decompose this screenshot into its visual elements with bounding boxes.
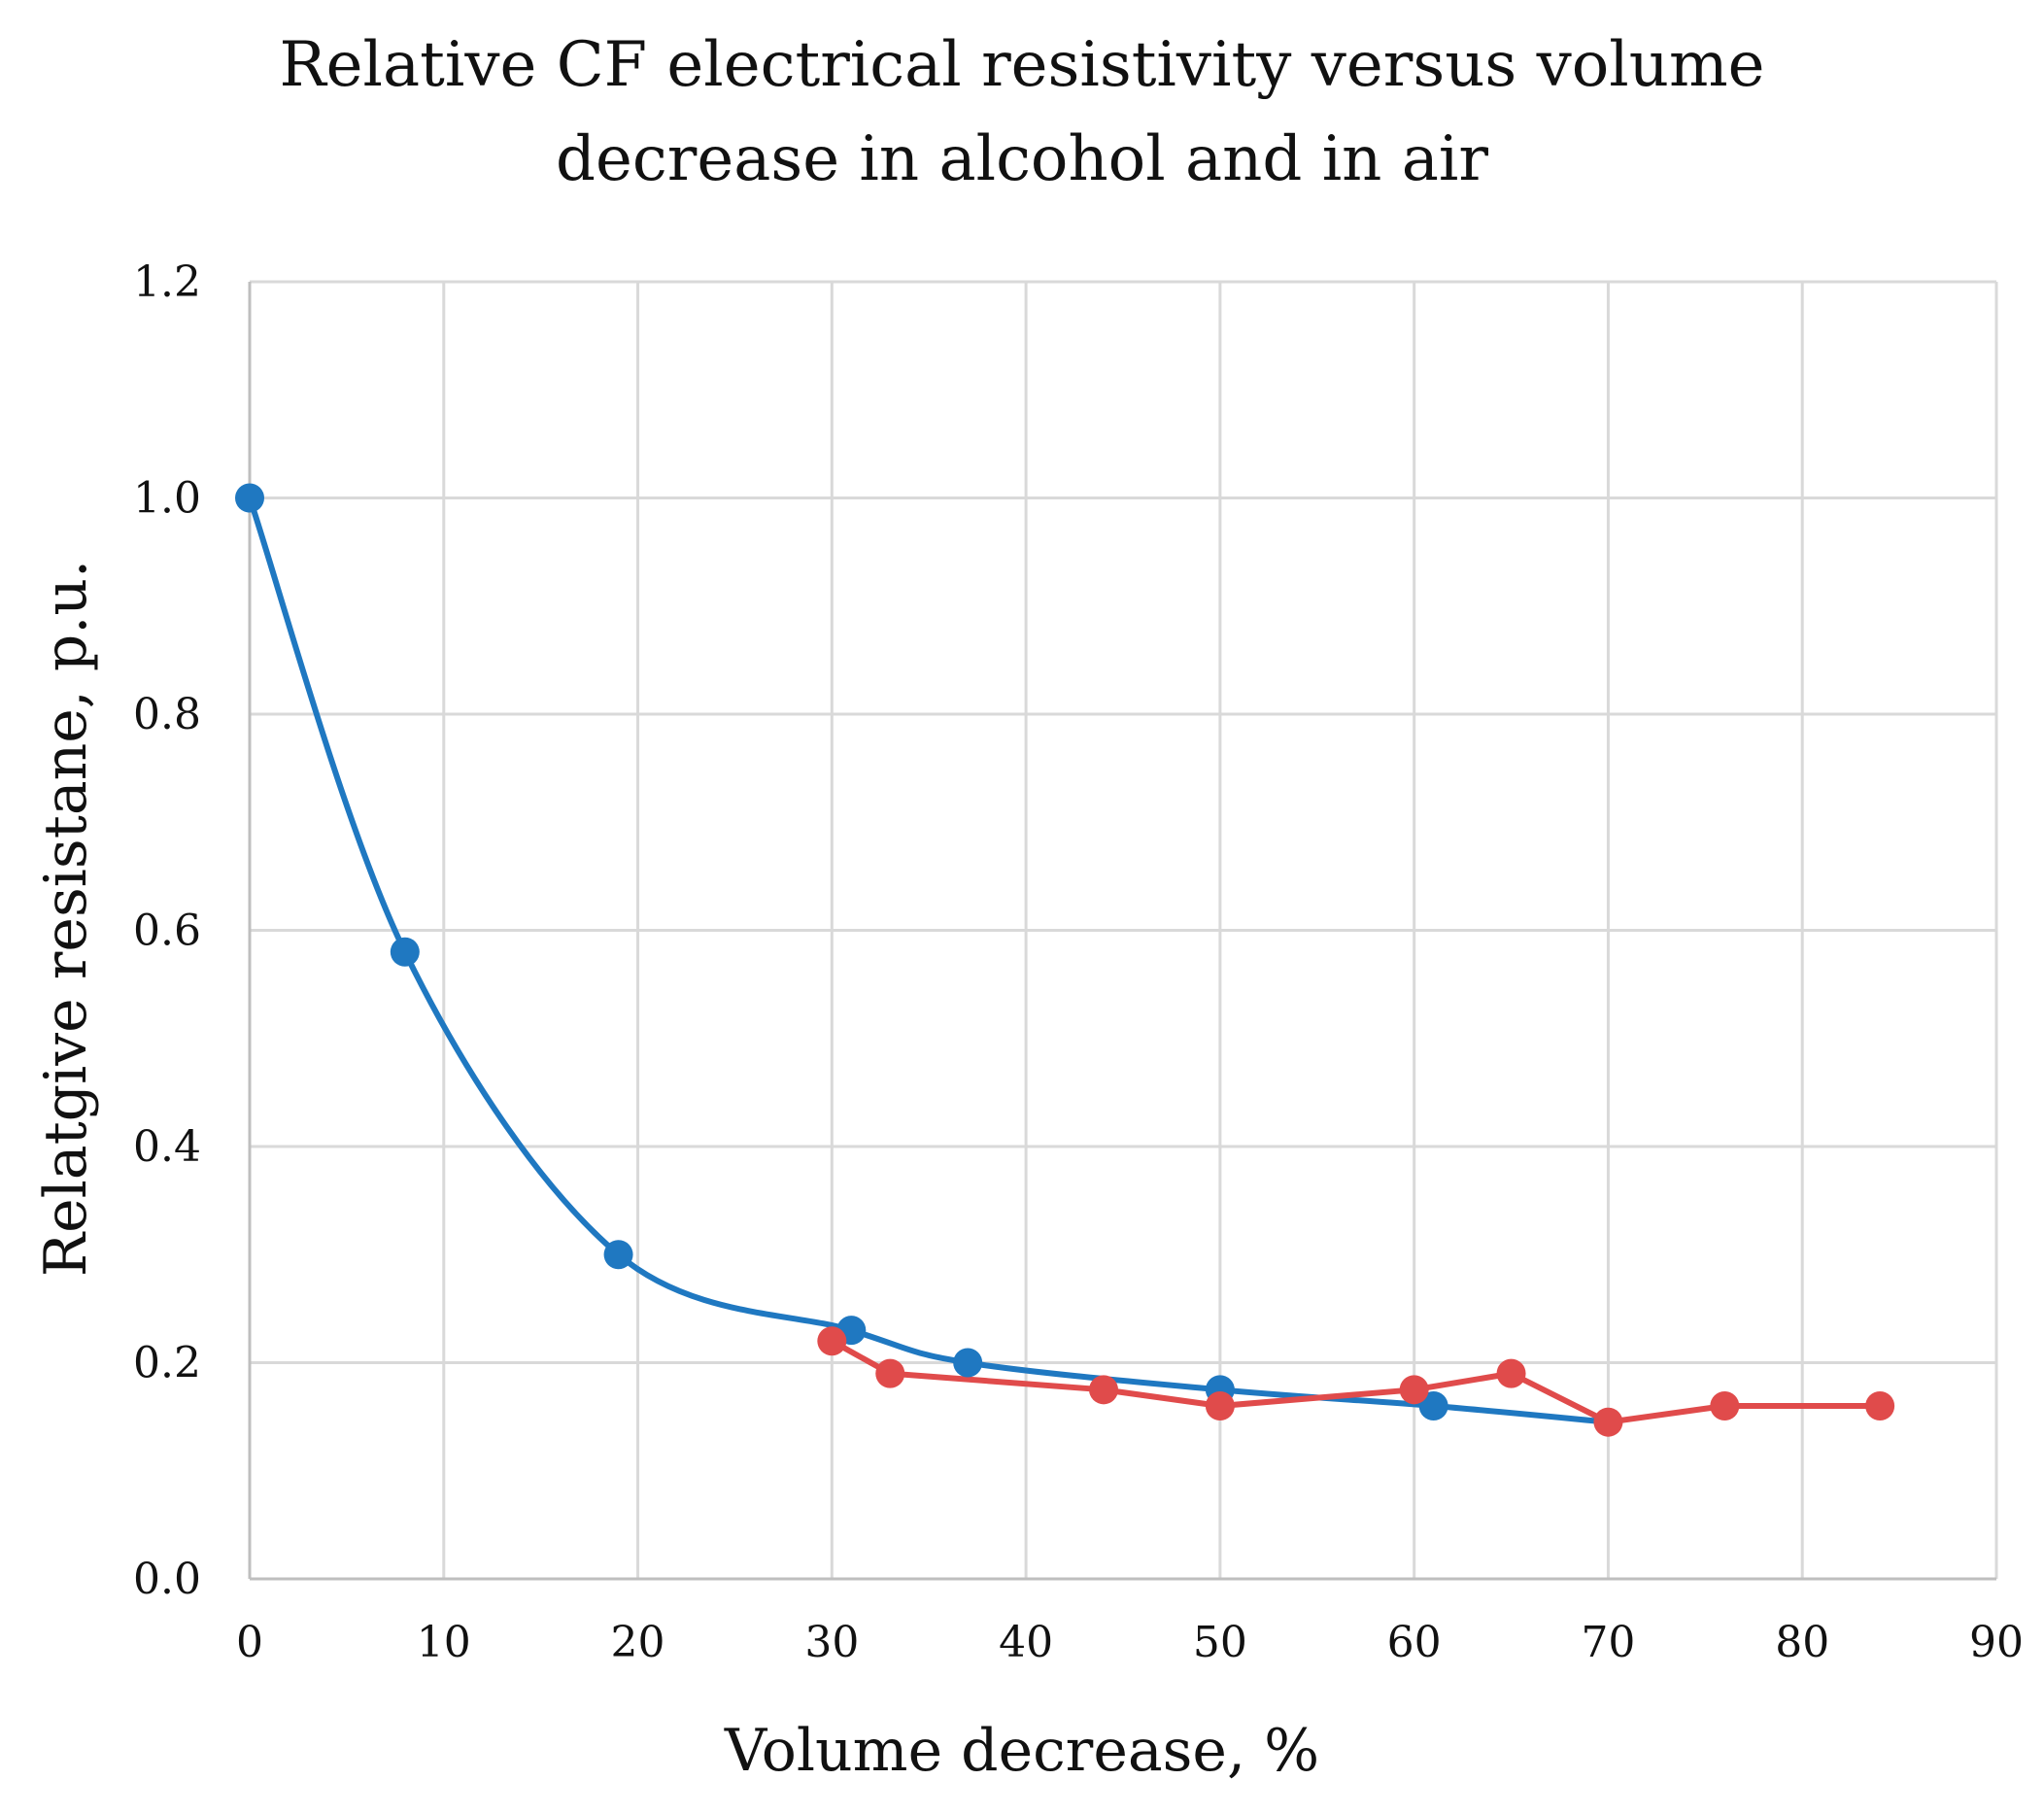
- marker-alcohol-6: [1418, 1391, 1448, 1420]
- chart-title-line-1: Relative CF electrical resistivity versu…: [279, 29, 1764, 101]
- y-tick-label-4: 0.8: [133, 690, 201, 739]
- tick-labels: 0 10 20 30 40 50 60 70 80 90 0.0 0.2 0.4 0.6 0.8 1.0 1.2: [133, 257, 2024, 1667]
- y-tick-label-6: 1.2: [133, 257, 201, 307]
- series-line-alcohol: [247, 495, 1612, 1425]
- x-tick-label-9: 90: [1969, 1618, 2024, 1667]
- x-tick-label-2: 20: [611, 1618, 665, 1667]
- x-tick-label-7: 70: [1581, 1618, 1635, 1667]
- y-tick-label-0: 0.0: [133, 1555, 201, 1604]
- marker-alcohol-2: [603, 1240, 633, 1270]
- marker-air-1: [875, 1358, 905, 1388]
- x-tick-label-3: 30: [804, 1618, 859, 1667]
- grid-lines: [248, 280, 1998, 1581]
- marker-air-6: [1593, 1407, 1623, 1437]
- series-lines: [247, 495, 1884, 1425]
- y-tick-label-1: 0.2: [133, 1339, 201, 1388]
- x-tick-label-8: 80: [1775, 1618, 1829, 1667]
- x-tick-label-5: 50: [1193, 1618, 1247, 1667]
- chart-title-line-2: decrease in alcohol and in air: [556, 123, 1488, 195]
- y-tick-label-3: 0.6: [133, 907, 201, 956]
- x-tick-label-4: 40: [999, 1618, 1053, 1667]
- x-tick-label-1: 10: [417, 1618, 471, 1667]
- x-tick-label-6: 60: [1387, 1618, 1442, 1667]
- marker-air-0: [817, 1326, 847, 1356]
- y-tick-label-2: 0.4: [133, 1122, 201, 1172]
- marker-alcohol-4: [953, 1348, 983, 1378]
- marker-air-7: [1710, 1391, 1740, 1420]
- x-axis-title: Volume decrease, %: [724, 1717, 1319, 1785]
- marker-alcohol-1: [390, 937, 420, 967]
- marker-air-3: [1205, 1391, 1235, 1420]
- marker-air-4: [1399, 1375, 1429, 1405]
- series-markers: [235, 483, 1895, 1437]
- marker-air-8: [1865, 1391, 1895, 1420]
- marker-alcohol-0: [235, 483, 264, 513]
- y-tick-label-5: 1.0: [133, 474, 201, 524]
- x-tick-label-0: 0: [236, 1618, 263, 1667]
- marker-air-2: [1089, 1375, 1119, 1405]
- y-axis-title: Relatgive resistane, p.u.: [32, 560, 100, 1277]
- marker-air-5: [1496, 1358, 1526, 1388]
